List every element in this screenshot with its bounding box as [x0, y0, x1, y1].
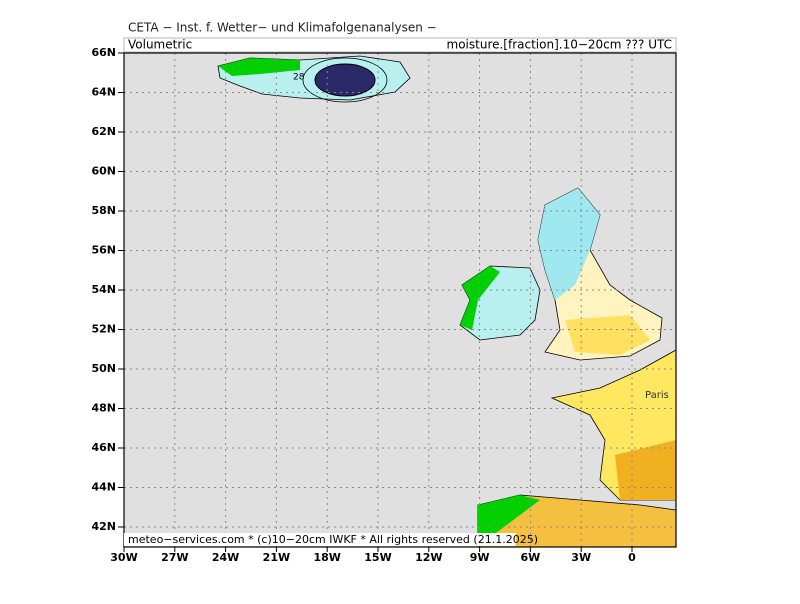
iceland-edge [218, 58, 300, 76]
lon-tick-label: 3W [571, 551, 591, 564]
contour-label: 28 [293, 73, 305, 83]
lat-tick-label: 66N [91, 46, 116, 59]
lat-tick-label: 50N [91, 362, 116, 375]
contour [302, 57, 388, 103]
lon-tick-label: 15W [364, 551, 391, 564]
city-label: Paris [645, 390, 669, 401]
variable-label: Volumetric [128, 38, 192, 52]
lon-tick-label: 24W [212, 551, 239, 564]
lat-tick-label: 60N [91, 165, 116, 178]
france-south [615, 440, 676, 500]
lon-tick-label: 27W [161, 551, 188, 564]
lon-tick-label: 9W [470, 551, 490, 564]
land: 28 Paris [217, 55, 676, 547]
footer: meteo−services.com * (c)10−20cm IWKF * A… [128, 533, 538, 546]
lat-tick-label: 52N [91, 323, 116, 336]
lat-tick-label: 64N [91, 86, 116, 99]
lat-tick-label: 42N [91, 520, 116, 533]
ireland-edge [460, 266, 500, 330]
title: CETA − Inst. f. Wetter− und Klimafolgena… [128, 21, 437, 35]
lat-tick-label: 44N [91, 481, 116, 494]
lat-tick-label: 58N [91, 204, 116, 217]
lat-tick-label: 54N [91, 283, 116, 296]
lon-tick-label: 30W [110, 551, 137, 564]
lon-tick-label: 21W [263, 551, 290, 564]
header-box [123, 37, 677, 53]
lat-tick-label: 48N [91, 402, 116, 415]
lat-tick-label: 56N [91, 244, 116, 257]
contour-core [314, 63, 376, 97]
scotland [538, 188, 600, 300]
grid [123, 52, 676, 547]
lat-tick-label: 62N [91, 125, 116, 138]
plot-frame [123, 52, 677, 548]
lon-tick-label: 6W [521, 551, 541, 564]
lon-tick-label: 0 [628, 551, 636, 564]
lon-tick-label: 12W [415, 551, 442, 564]
lat-tick-label: 46N [91, 441, 116, 454]
field-label: moisture.[fraction].10−20cm ??? UTC [447, 38, 672, 52]
england-south [565, 315, 650, 355]
footer-box [124, 533, 516, 546]
lon-tick-label: 18W [313, 551, 340, 564]
